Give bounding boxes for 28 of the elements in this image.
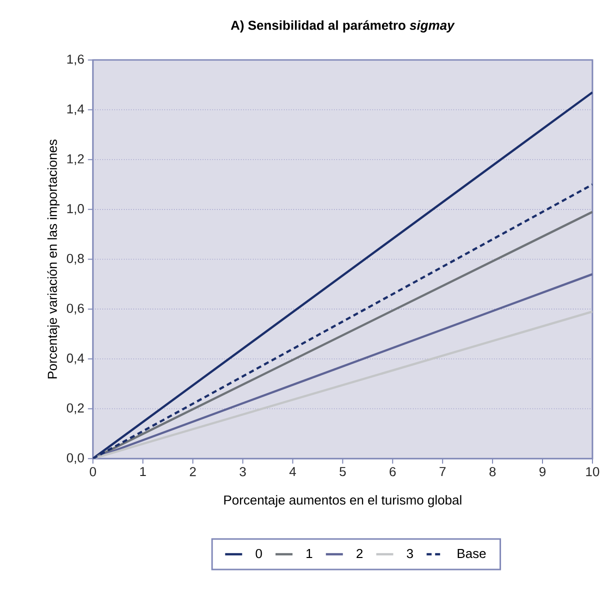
y-tick-label: 1,2	[67, 154, 84, 165]
legend-label: 2	[356, 548, 363, 558]
x-tick-label: 3	[240, 466, 246, 476]
y-tick-label: 0,0	[66, 452, 84, 464]
legend-label: Base	[458, 548, 486, 558]
legend-label: 0	[256, 548, 262, 558]
x-tick-label: 8	[490, 466, 496, 476]
x-tick-label: 7	[440, 466, 446, 476]
x-tick-label: 0	[90, 466, 96, 476]
y-tick-label: 1,4	[67, 104, 84, 115]
y-tick-label: 0,8	[66, 254, 84, 264]
legend-label: 3	[406, 548, 413, 558]
x-tick-label: 4	[289, 466, 296, 476]
chart-title: A) Sensibilidad al parámetro sigmay	[230, 20, 455, 32]
x-tick-label: 1	[140, 466, 146, 476]
y-axis-title: Porcentaje variación en las importaciones	[47, 139, 60, 378]
x-tick-label: 2	[190, 466, 196, 476]
y-tick-label: 0,2	[66, 403, 84, 414]
y-tick-label: 0,4	[66, 353, 84, 364]
x-tick-label: 5	[340, 466, 346, 476]
y-tick-label: 0,6	[66, 304, 84, 314]
y-tick-label: 1,6	[67, 54, 84, 66]
x-axis-title: Porcentaje aumentos en el turismo global	[224, 494, 462, 507]
x-tick-label: 6	[390, 466, 396, 476]
x-tick-label: 9	[540, 466, 546, 476]
x-tick-label: 10	[586, 466, 600, 476]
y-tick-label: 1,0	[67, 204, 84, 215]
legend-label: 1	[306, 548, 312, 558]
